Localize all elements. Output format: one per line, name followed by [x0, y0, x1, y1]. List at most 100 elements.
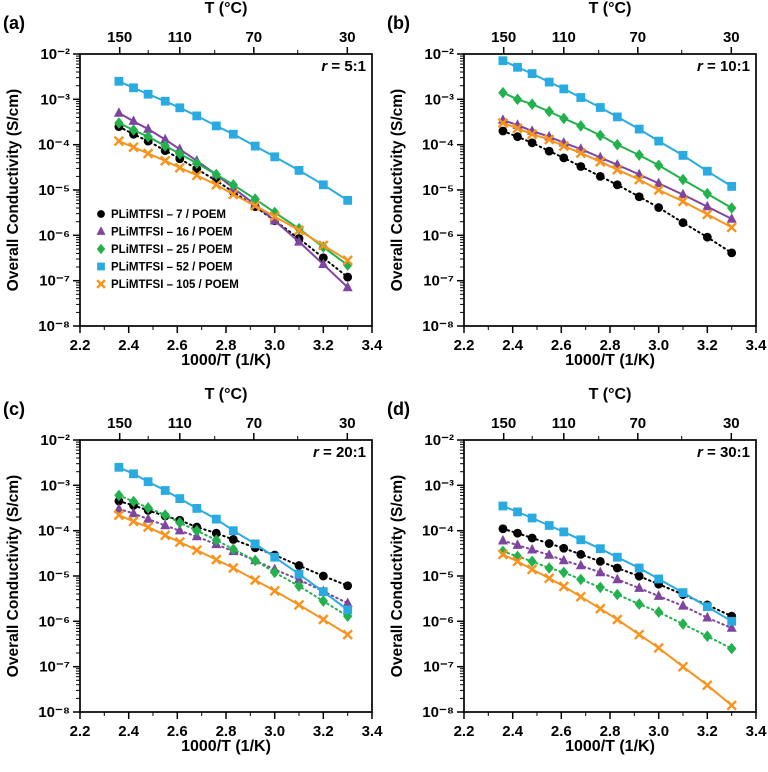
svg-text:3.4: 3.4	[362, 337, 384, 354]
svg-text:10⁻⁸: 10⁻⁸	[38, 704, 70, 721]
x-axis-title: 1000/T (1/K)	[565, 738, 655, 755]
svg-text:10⁻⁶: 10⁻⁶	[38, 227, 70, 244]
series-line	[502, 122, 733, 229]
svg-text:10⁻³: 10⁻³	[424, 477, 454, 494]
x-axis-title: 1000/T (1/K)	[565, 352, 655, 369]
svg-text:10⁻⁴: 10⁻⁴	[422, 523, 454, 540]
ratio-annotation: r = 20:1	[313, 444, 366, 461]
series	[114, 462, 353, 615]
series	[113, 503, 353, 607]
svg-text:10⁻³: 10⁻³	[424, 91, 454, 108]
svg-text:3.4: 3.4	[362, 723, 384, 740]
svg-text:3.4: 3.4	[746, 723, 768, 740]
svg-text:2.4: 2.4	[502, 723, 524, 740]
top-axis-title: T (°C)	[204, 0, 248, 17]
svg-text:10⁻³: 10⁻³	[40, 477, 70, 494]
ratio-value: = 10:1	[702, 58, 750, 75]
plot-c: 2.2 2.4 2.6 2.8 3.0 3.2 3.4 150 110 70 30 10⁻⁸ 10⁻⁷ 1…	[38, 415, 383, 740]
panel-label-b: (b)	[387, 13, 410, 33]
plot-a: 2.2 2.4 2.6 2.8 3.0 3.2 3.4 150 110 70 30 10⁻⁸ 10⁻⁷ 1…	[38, 29, 383, 354]
svg-text:3.2: 3.2	[313, 723, 334, 740]
svg-text:30: 30	[339, 415, 356, 432]
ratio-variable: r	[321, 58, 328, 75]
panel-label-d: (d)	[387, 399, 410, 419]
series	[498, 86, 737, 214]
svg-text:2.2: 2.2	[70, 723, 91, 740]
series	[497, 117, 737, 233]
series	[113, 509, 353, 640]
svg-text:10⁻⁴: 10⁻⁴	[38, 137, 70, 154]
svg-text:3.4: 3.4	[746, 337, 768, 354]
svg-text:10⁻⁶: 10⁻⁶	[422, 613, 454, 630]
svg-text:10⁻⁷: 10⁻⁷	[39, 273, 70, 290]
svg-text:2.8: 2.8	[600, 723, 621, 740]
svg-text:3.2: 3.2	[697, 723, 718, 740]
svg-text:3.0: 3.0	[648, 723, 669, 740]
svg-text:PLiMTFSI – 52 / POEM: PLiMTFSI – 52 / POEM	[111, 262, 232, 274]
svg-text:10⁻⁷: 10⁻⁷	[423, 659, 454, 676]
svg-text:150: 150	[491, 29, 516, 46]
svg-text:10⁻⁷: 10⁻⁷	[39, 659, 70, 676]
svg-text:110: 110	[552, 415, 576, 432]
svg-text:2.6: 2.6	[167, 337, 188, 354]
svg-text:10⁻²: 10⁻²	[424, 432, 454, 449]
svg-text:70: 70	[629, 415, 646, 432]
axes: 2.2 2.4 2.6 2.8 3.0 3.2 3.4 150 110 70 30 10⁻⁸ 10⁻⁷ 1…	[422, 29, 767, 354]
series	[498, 501, 737, 626]
svg-text:10⁻⁵: 10⁻⁵	[422, 182, 454, 199]
legend: PLiMTFSI – 7 / POEM PLiMTFSI – 16 / POEM P…	[96, 209, 239, 291]
svg-text:2.6: 2.6	[167, 723, 188, 740]
series	[497, 549, 737, 711]
svg-text:2.2: 2.2	[454, 723, 475, 740]
svg-text:2.4: 2.4	[502, 337, 524, 354]
x-axis-title: 1000/T (1/K)	[181, 352, 271, 369]
panel-label-a: (a)	[3, 13, 25, 33]
series-line	[117, 494, 349, 618]
axes: 2.2 2.4 2.6 2.8 3.0 3.2 3.4 150 110 70 30 10⁻⁸ 10⁻⁷ 1…	[38, 29, 383, 354]
svg-text:70: 70	[245, 415, 262, 432]
series	[498, 545, 737, 655]
svg-text:10⁻⁶: 10⁻⁶	[422, 227, 454, 244]
svg-text:70: 70	[629, 29, 646, 46]
plot-d: 2.2 2.4 2.6 2.8 3.0 3.2 3.4 150 110 70 30 10⁻⁸ 10⁻⁷ 1…	[422, 415, 767, 740]
ratio-annotation: r = 5:1	[321, 58, 366, 75]
panel-c: 2.2 2.4 2.6 2.8 3.0 3.2 3.4 150 110 70 30 10⁻⁸ 10⁻⁷ 1…	[0, 386, 384, 772]
plot-b: 2.2 2.4 2.6 2.8 3.0 3.2 3.4 150 110 70 30 10⁻⁸ 10⁻⁷ 1…	[422, 29, 767, 354]
svg-text:3.2: 3.2	[313, 337, 334, 354]
axes: 2.2 2.4 2.6 2.8 3.0 3.2 3.4 150 110 70 30 10⁻⁸ 10⁻⁷ 1…	[422, 415, 767, 740]
ratio-value: = 5:1	[327, 58, 366, 75]
top-axis-title: T (°C)	[588, 0, 632, 17]
svg-text:10⁻²: 10⁻²	[40, 46, 70, 63]
axes: 2.2 2.4 2.6 2.8 3.0 3.2 3.4 150 110 70 30 10⁻⁸ 10⁻⁷ 1…	[38, 415, 383, 740]
svg-text:3.0: 3.0	[264, 723, 285, 740]
ratio-value: = 20:1	[318, 444, 366, 461]
series-line	[118, 140, 349, 262]
panel-d: 2.2 2.4 2.6 2.8 3.0 3.2 3.4 150 110 70 30 10⁻⁸ 10⁻⁷ 1…	[384, 386, 768, 772]
svg-text:10⁻⁷: 10⁻⁷	[423, 273, 454, 290]
series	[114, 489, 353, 622]
series	[114, 76, 353, 205]
svg-text:110: 110	[168, 29, 192, 46]
svg-text:110: 110	[552, 29, 576, 46]
svg-text:150: 150	[107, 29, 132, 46]
svg-text:10⁻⁴: 10⁻⁴	[422, 137, 454, 154]
x-axis-title: 1000/T (1/K)	[181, 738, 271, 755]
svg-text:3.2: 3.2	[697, 337, 718, 354]
svg-text:30: 30	[339, 29, 356, 46]
panel-a: 2.2 2.4 2.6 2.8 3.0 3.2 3.4 150 110 70 30 10⁻⁸ 10⁻⁷ 1…	[0, 0, 384, 386]
svg-text:10⁻⁵: 10⁻⁵	[38, 568, 70, 585]
ratio-value: = 30:1	[702, 444, 750, 461]
svg-text:10⁻⁴: 10⁻⁴	[38, 523, 70, 540]
svg-text:110: 110	[168, 415, 192, 432]
top-axis-title: T (°C)	[588, 386, 632, 403]
ratio-variable: r	[697, 444, 703, 461]
svg-text:PLiMTFSI – 25 / POEM: PLiMTFSI – 25 / POEM	[111, 244, 232, 256]
ratio-annotation: r = 10:1	[697, 58, 750, 75]
svg-text:PLiMTFSI – 16 / POEM: PLiMTFSI – 16 / POEM	[111, 227, 232, 239]
svg-text:10⁻⁶: 10⁻⁶	[38, 613, 70, 630]
series	[497, 534, 737, 632]
top-axis-title: T (°C)	[204, 386, 248, 403]
svg-text:2.4: 2.4	[118, 723, 140, 740]
series	[498, 126, 737, 258]
